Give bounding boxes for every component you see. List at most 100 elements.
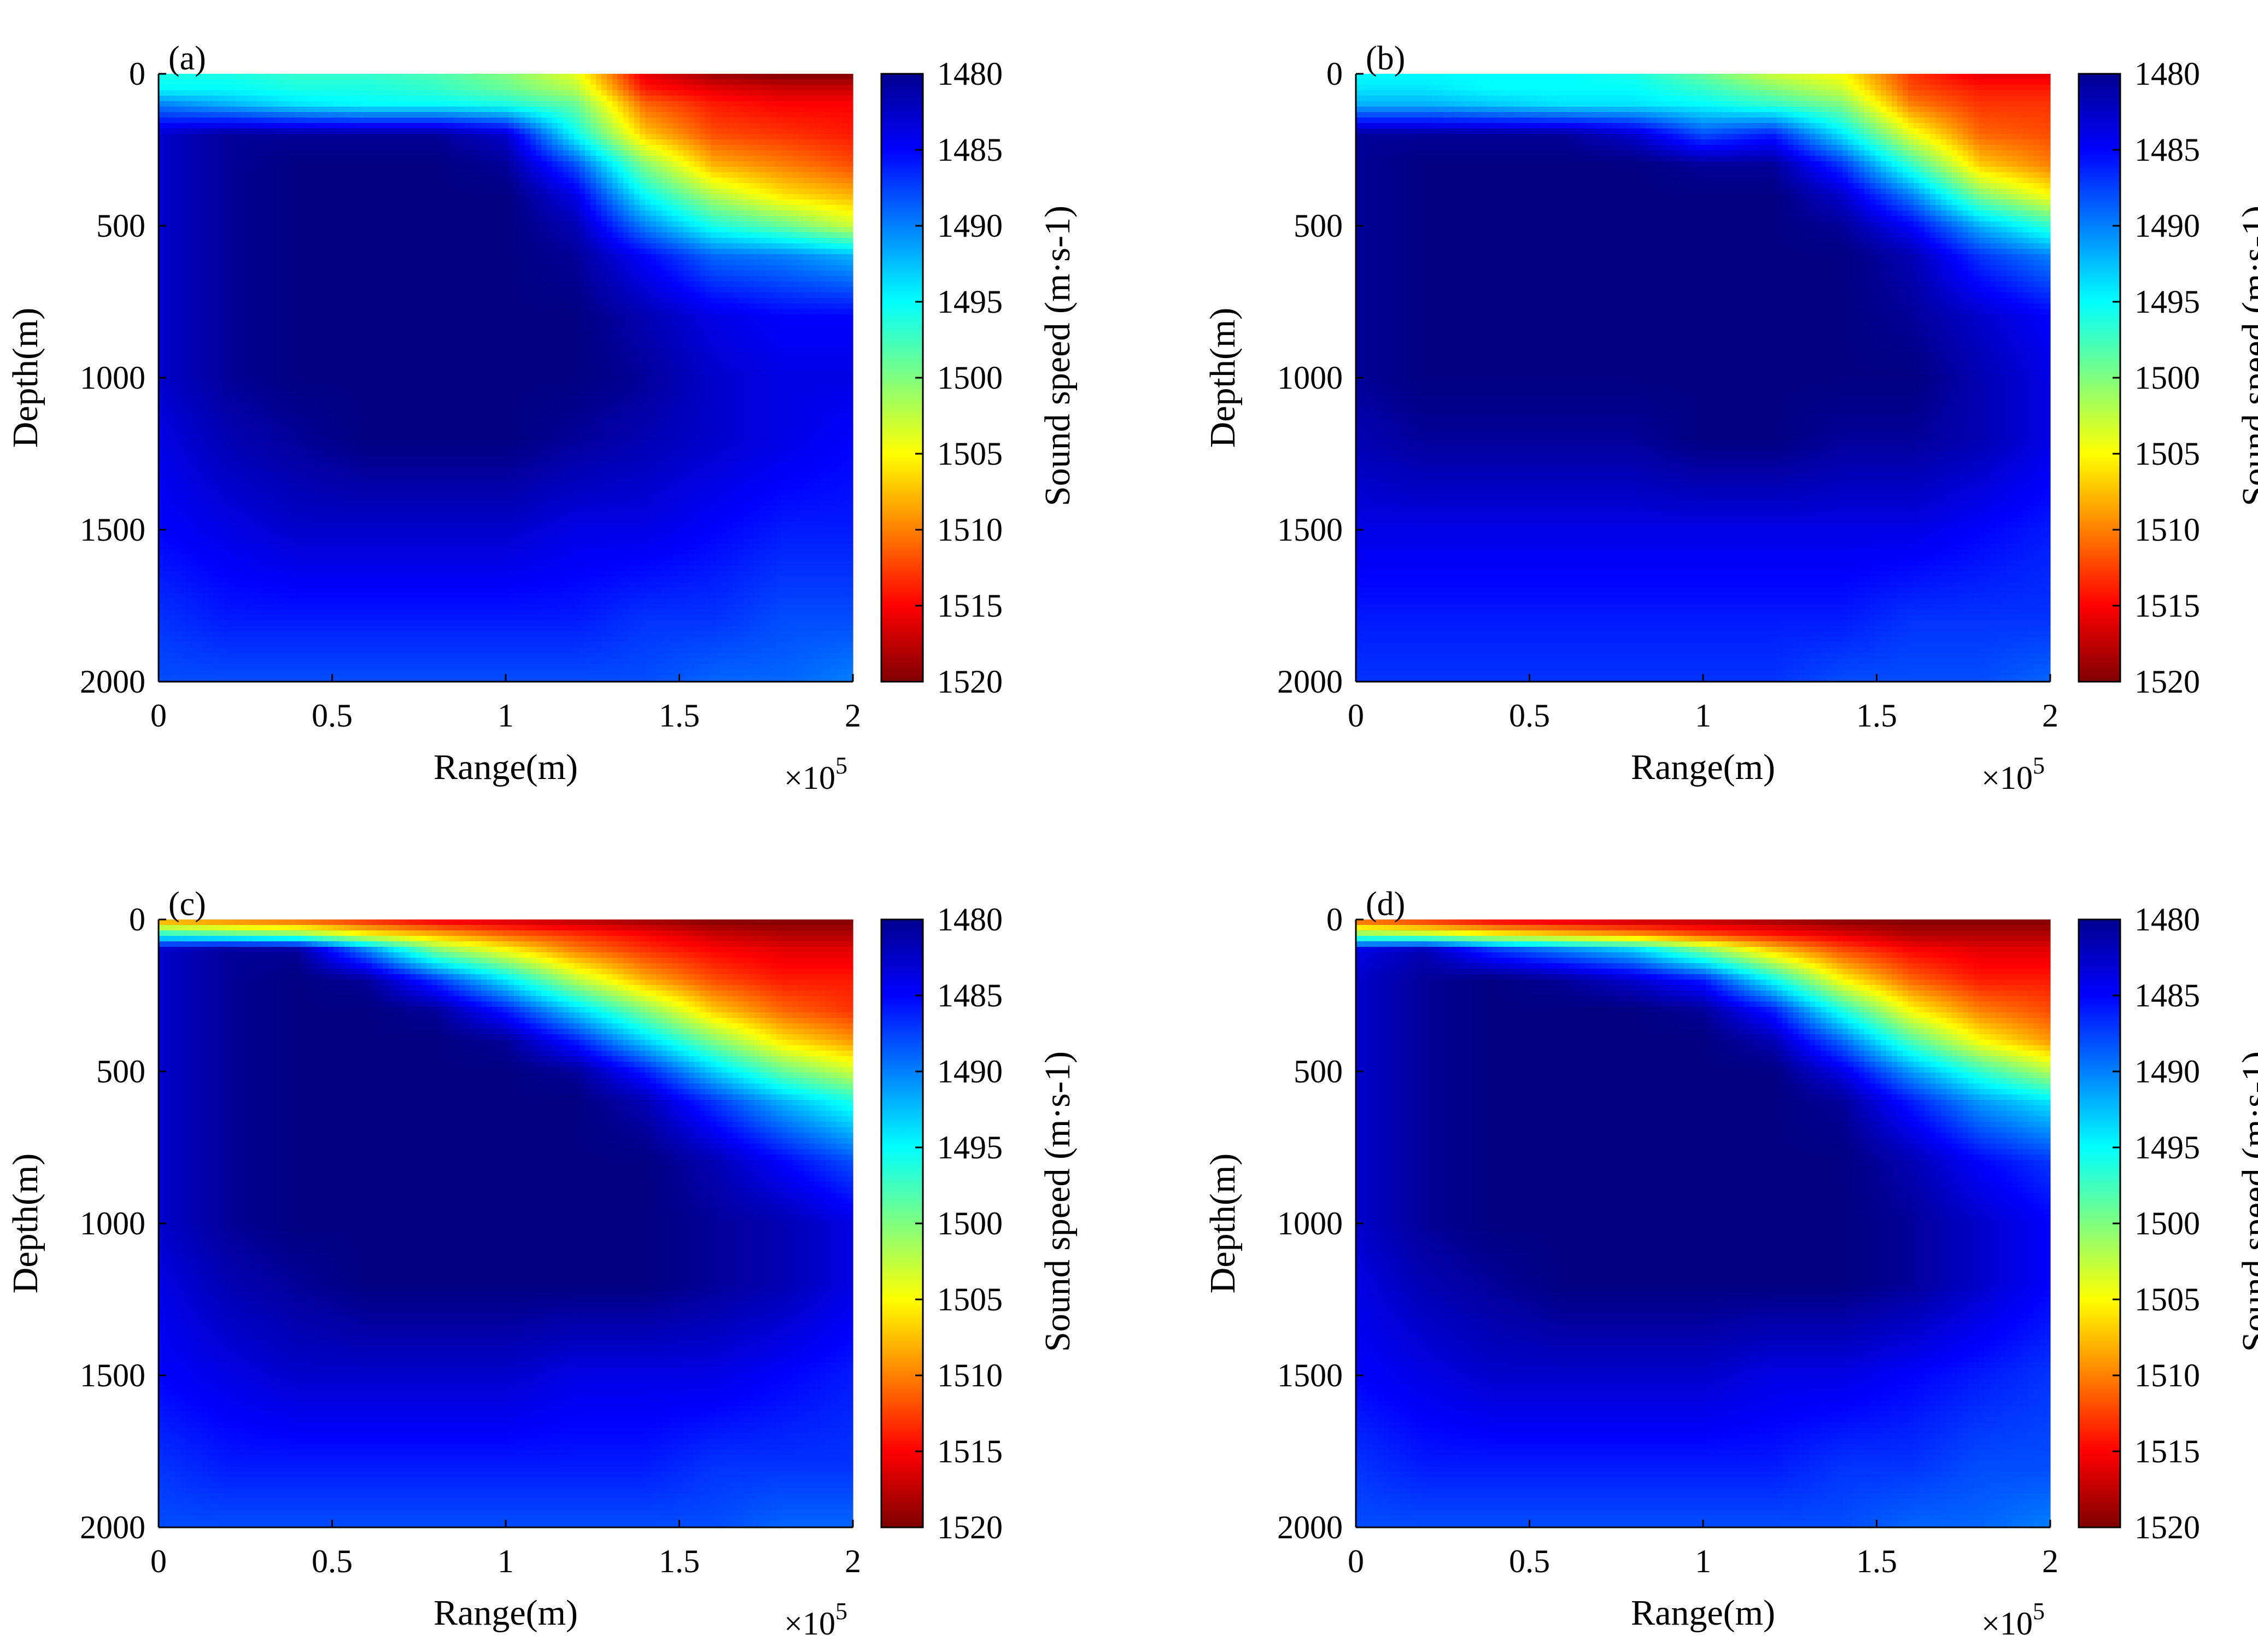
heatmap-cell — [410, 161, 416, 167]
heatmap-cell — [405, 112, 411, 118]
heatmap-cell — [607, 172, 613, 178]
heatmap-cell — [525, 150, 531, 156]
heatmap-cell — [618, 123, 624, 129]
heatmap-cell — [793, 90, 799, 96]
heatmap-cell — [241, 167, 247, 173]
heatmap-cell — [787, 85, 793, 91]
heatmap-cell — [262, 145, 268, 151]
heatmap-cell — [798, 128, 804, 134]
heatmap-cell — [519, 107, 525, 113]
heatmap-cell — [426, 118, 432, 124]
heatmap-cell — [454, 161, 460, 167]
heatmap-cell — [487, 101, 493, 107]
heatmap-cell — [847, 112, 853, 118]
heatmap-cell — [815, 128, 821, 134]
heatmap-cell — [700, 139, 706, 145]
heatmap-cell — [525, 107, 531, 113]
heatmap-cell — [574, 123, 580, 129]
heatmap-cell — [612, 156, 618, 162]
heatmap-cell — [213, 101, 219, 107]
heatmap-cell — [235, 145, 241, 151]
heatmap-cell — [295, 79, 301, 85]
heatmap-cell — [251, 161, 258, 167]
heatmap-cell — [618, 167, 624, 173]
heatmap-cell — [667, 74, 673, 80]
heatmap-cell — [317, 161, 323, 167]
heatmap-cell — [552, 96, 558, 102]
heatmap-cell — [268, 167, 274, 173]
heatmap-cell — [508, 96, 514, 102]
heatmap-cell — [443, 112, 449, 118]
heatmap-cell — [574, 139, 580, 145]
heatmap-cell — [498, 85, 504, 91]
heatmap-cell — [388, 123, 394, 129]
heatmap-cell — [678, 107, 684, 113]
heatmap-cell — [508, 172, 514, 178]
heatmap-cell — [514, 85, 520, 91]
heatmap-cell — [213, 74, 219, 80]
heatmap-cell — [525, 178, 531, 184]
heatmap-cell — [323, 167, 329, 173]
heatmap-cell — [169, 101, 176, 107]
heatmap-cell — [306, 79, 312, 85]
heatmap-cell — [262, 172, 268, 178]
heatmap-cell — [530, 167, 536, 173]
heatmap-cell — [295, 167, 301, 173]
heatmap-cell — [410, 112, 416, 118]
heatmap-cell — [169, 90, 176, 96]
heatmap-cell — [246, 101, 252, 107]
heatmap-cell — [437, 145, 443, 151]
heatmap-cell — [241, 101, 247, 107]
heatmap-cell — [623, 128, 629, 134]
heatmap-cell — [241, 139, 247, 145]
heatmap-cell — [284, 145, 290, 151]
heatmap-cell — [612, 145, 618, 151]
heatmap-cell — [372, 150, 378, 156]
heatmap-cell — [476, 167, 482, 173]
heatmap-cell — [596, 156, 602, 162]
heatmap-cell — [793, 161, 799, 167]
heatmap-cell — [437, 156, 443, 162]
heatmap-cell — [405, 128, 411, 134]
heatmap-cell — [667, 90, 673, 96]
heatmap-cell — [361, 90, 367, 96]
heatmap-cell — [443, 85, 449, 91]
heatmap-cell — [722, 134, 728, 140]
heatmap-cell — [847, 172, 853, 178]
heatmap-cell — [197, 145, 203, 151]
heatmap-cell — [284, 96, 290, 102]
heatmap-cell — [235, 74, 241, 80]
heatmap-cell — [437, 90, 443, 96]
heatmap-cell — [230, 156, 236, 162]
heatmap-cell — [339, 107, 345, 113]
heatmap-cell — [705, 101, 711, 107]
heatmap-cell — [662, 123, 668, 129]
heatmap-cell — [175, 161, 181, 167]
heatmap-cell — [793, 118, 799, 124]
heatmap-cell — [607, 123, 613, 129]
heatmap-cell — [169, 128, 176, 134]
heatmap-cell — [487, 161, 493, 167]
heatmap-cell — [230, 101, 236, 107]
heatmap-cell — [279, 85, 285, 91]
heatmap-cell — [339, 128, 345, 134]
heatmap-cell — [574, 145, 580, 151]
heatmap-cell — [470, 134, 476, 140]
heatmap-cell — [355, 167, 361, 173]
heatmap-cell — [519, 167, 525, 173]
heatmap-cell — [667, 128, 673, 134]
heatmap-cell — [186, 145, 192, 151]
heatmap-cell — [842, 167, 848, 173]
heatmap-cell — [738, 118, 744, 124]
heatmap-cell — [443, 134, 449, 140]
heatmap-cell — [476, 112, 482, 118]
heatmap-cell — [344, 139, 350, 145]
heatmap-cell — [290, 167, 296, 173]
heatmap-cell — [317, 156, 323, 162]
heatmap-cell — [355, 145, 361, 151]
heatmap-cell — [481, 85, 487, 91]
heatmap-cell — [487, 79, 493, 85]
heatmap-cell — [547, 167, 553, 173]
heatmap-cell — [230, 161, 236, 167]
